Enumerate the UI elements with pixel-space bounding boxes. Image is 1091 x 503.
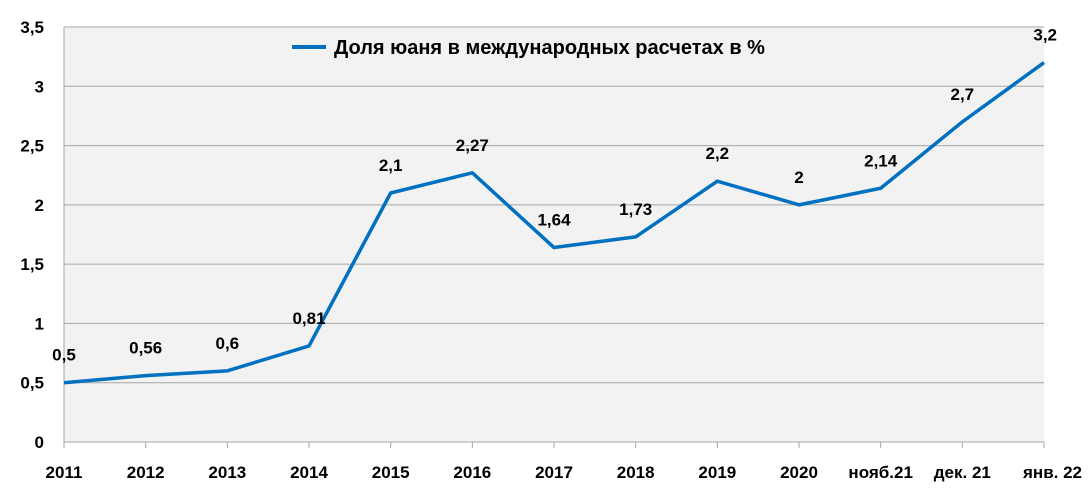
x-tick-label: 2015 bbox=[372, 463, 410, 482]
x-tick-label: нояб.21 bbox=[848, 463, 912, 482]
x-axis-ticks: 2011 2012 2013 2014 2015 2016 2017 2018 2019 2020… bbox=[46, 463, 1082, 482]
y-tick-label: 2,5 bbox=[20, 137, 44, 156]
data-label: 1,64 bbox=[537, 211, 571, 230]
y-tick-label: 0,5 bbox=[20, 374, 44, 393]
axes bbox=[63, 27, 1045, 448]
data-label: 2,2 bbox=[706, 144, 730, 163]
y-tick-label: 3 bbox=[35, 77, 44, 96]
x-tick-label: 2020 bbox=[780, 463, 818, 482]
x-tick-label: янв. 22 bbox=[1022, 463, 1082, 482]
series-group bbox=[63, 61, 1046, 385]
x-tick-label: 2017 bbox=[535, 463, 573, 482]
data-label: 1,73 bbox=[619, 200, 652, 219]
x-tick-label: 2019 bbox=[698, 463, 736, 482]
data-label: 0,81 bbox=[292, 309, 325, 328]
data-label: 2,1 bbox=[379, 156, 403, 175]
data-label: 3,2 bbox=[1033, 26, 1057, 45]
data-label: 0,5 bbox=[52, 346, 76, 365]
y-tick-label: 3,5 bbox=[20, 18, 44, 37]
y-tick-label: 2 bbox=[35, 196, 44, 215]
plot-area bbox=[64, 27, 1044, 442]
x-tick-label: 2011 bbox=[46, 463, 83, 482]
x-tick-label: 2014 bbox=[290, 463, 328, 482]
legend-label: Доля юаня в международных расчетах в % bbox=[334, 37, 765, 59]
x-tick-label: 2016 bbox=[453, 463, 491, 482]
y-axis-ticks: 0 0,5 1 1,5 2 2,5 3 3,5 bbox=[20, 18, 44, 452]
legend: Доля юаня в международных расчетах в % bbox=[292, 37, 765, 59]
data-label: 0,56 bbox=[129, 339, 162, 358]
y-tick-label: 1,5 bbox=[20, 255, 44, 274]
data-label: 2,7 bbox=[951, 85, 975, 104]
data-label: 2 bbox=[794, 168, 803, 187]
x-tick-label: 2012 bbox=[127, 463, 165, 482]
y-tick-label: 0 bbox=[35, 433, 44, 452]
x-tick-label: 2013 bbox=[208, 463, 246, 482]
x-tick-label: 2018 bbox=[617, 463, 655, 482]
data-label: 2,27 bbox=[456, 136, 489, 155]
data-label: 2,14 bbox=[864, 151, 898, 170]
y-tick-label: 1 bbox=[35, 314, 44, 333]
data-label: 0,6 bbox=[216, 334, 240, 353]
gridlines bbox=[64, 26, 1044, 384]
x-tick-label: дек. 21 bbox=[934, 463, 991, 482]
series-line bbox=[63, 61, 1046, 385]
data-labels: 0,5 0,56 0,6 0,81 2,1 2,27 1,64 1,73 2,2 2 2,14 2,7… bbox=[52, 26, 1057, 365]
